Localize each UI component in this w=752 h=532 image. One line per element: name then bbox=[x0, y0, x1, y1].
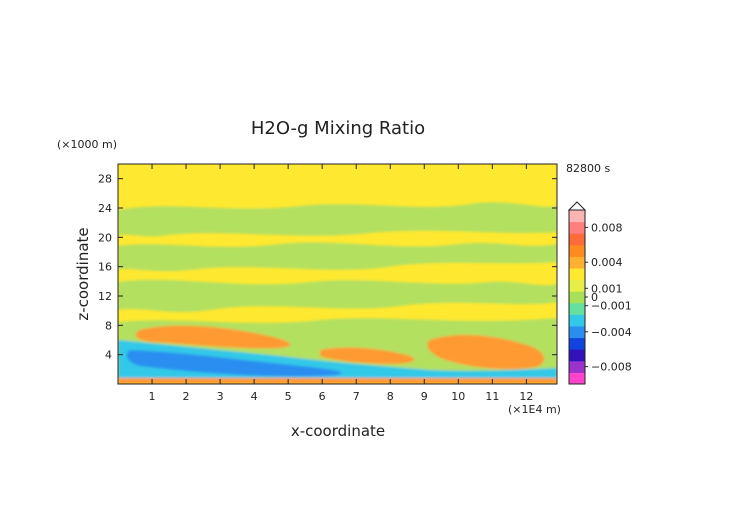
x-axis-label: x-coordinate bbox=[291, 422, 385, 440]
colorbar-tick-label: 0 bbox=[591, 291, 598, 304]
x-tick-label: 7 bbox=[353, 390, 360, 403]
field-orange-mid bbox=[320, 347, 415, 364]
colorbar-tick-label: 0.001 bbox=[591, 282, 623, 295]
y-tick-label: 8 bbox=[105, 319, 112, 332]
colorbar-segment bbox=[569, 256, 585, 269]
colorbar-segment bbox=[569, 360, 585, 373]
colorbar-segment bbox=[569, 268, 585, 281]
colorbar-segment bbox=[569, 326, 585, 339]
y-axis-label: z-coordinate bbox=[74, 227, 92, 320]
heatmap-field bbox=[118, 164, 557, 384]
y-axis-ticks: 4 8 12 16 20 24 28 bbox=[98, 173, 557, 362]
colorbar-segment bbox=[569, 279, 585, 292]
x-tick-label: 12 bbox=[519, 390, 533, 403]
y-tick-label: 20 bbox=[98, 231, 112, 244]
colorbar-segment bbox=[569, 221, 585, 234]
x-unit-label: (×1E4 m) bbox=[508, 403, 561, 416]
colorbar-segment bbox=[569, 244, 585, 257]
x-tick-label: 4 bbox=[251, 390, 258, 403]
field-surface-layer bbox=[118, 378, 557, 384]
field-orange-left bbox=[135, 325, 291, 349]
y-tick-label: 24 bbox=[98, 202, 112, 215]
y-tick-label: 12 bbox=[98, 290, 112, 303]
colorbar-segment bbox=[569, 302, 585, 315]
x-tick-label: 11 bbox=[485, 390, 499, 403]
colorbar-segment bbox=[569, 314, 585, 327]
x-tick-label: 8 bbox=[387, 390, 394, 403]
y-tick-label: 16 bbox=[98, 261, 112, 274]
x-tick-label: 1 bbox=[149, 390, 156, 403]
y-tick-label: 28 bbox=[98, 173, 112, 186]
field-band-upper bbox=[118, 202, 557, 237]
colorbar-segment bbox=[569, 349, 585, 362]
time-label: 82800 s bbox=[566, 162, 610, 175]
chart-title: H2O-g Mixing Ratio bbox=[251, 118, 425, 139]
colorbar-tick-label: −0.004 bbox=[591, 326, 632, 339]
y-unit-label: (×1000 m) bbox=[57, 138, 117, 151]
x-tick-label: 9 bbox=[421, 390, 428, 403]
colorbar-segment bbox=[569, 291, 585, 304]
x-tick-label: 3 bbox=[217, 390, 224, 403]
field-band-mid2 bbox=[118, 279, 557, 312]
y-tick-label: 4 bbox=[105, 349, 112, 362]
colorbar-segment bbox=[569, 337, 585, 350]
colorbar-segment bbox=[569, 210, 585, 223]
colorbar-segment bbox=[569, 372, 585, 385]
field-blue-layer bbox=[126, 350, 342, 377]
x-tick-label: 10 bbox=[451, 390, 465, 403]
x-axis-ticks: 1 2 3 4 5 6 7 8 9 10 11 12 bbox=[149, 164, 533, 403]
field-orange-right bbox=[427, 334, 545, 370]
x-tick-label: 5 bbox=[285, 390, 292, 403]
x-tick-label: 6 bbox=[319, 390, 326, 403]
plot-frame bbox=[117, 163, 558, 385]
colorbar-tick-label: 0.004 bbox=[591, 256, 623, 269]
colorbar-tick-label: 0.008 bbox=[591, 221, 623, 234]
colorbar-extend-arrow bbox=[567, 201, 587, 211]
colorbar-tick-label: −0.008 bbox=[591, 361, 632, 374]
colorbar-tick-label: −0.001 bbox=[591, 300, 632, 313]
field-band-mid1 bbox=[118, 242, 557, 272]
x-tick-label: 2 bbox=[183, 390, 190, 403]
colorbar-segment bbox=[569, 233, 585, 246]
